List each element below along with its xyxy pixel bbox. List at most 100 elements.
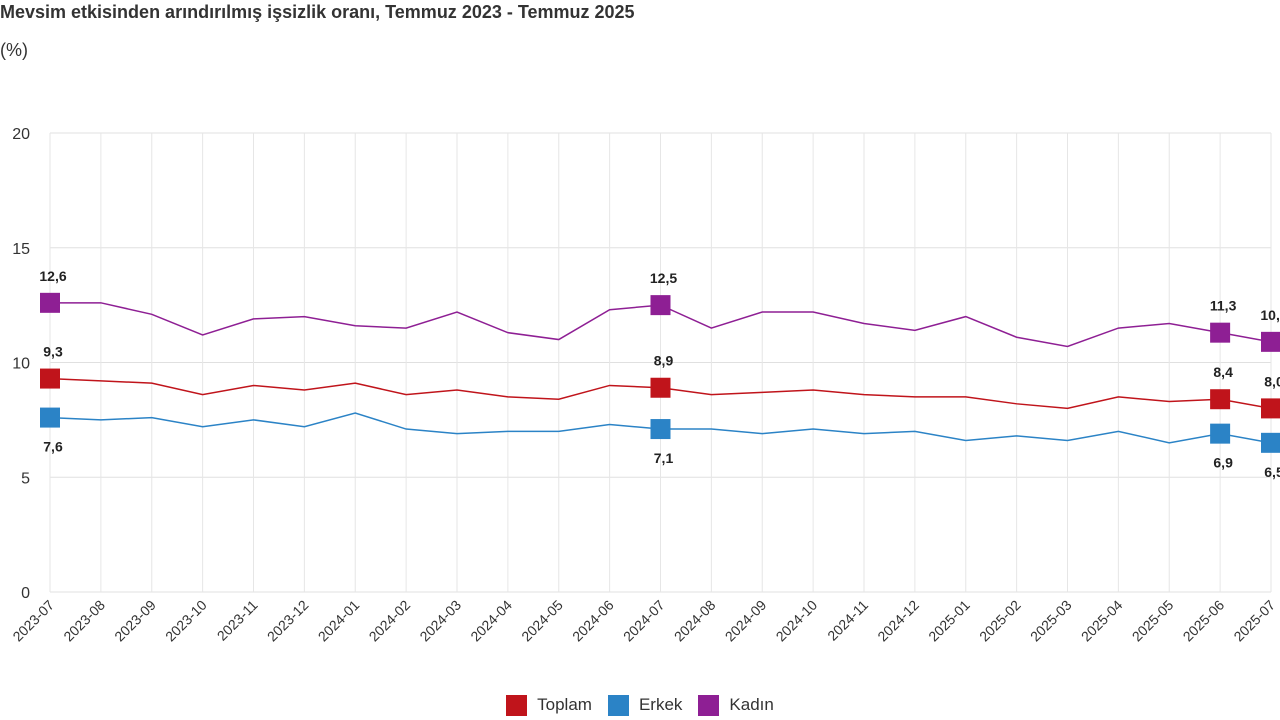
data-point-toplam <box>760 390 764 394</box>
data-point-toplam <box>302 388 306 392</box>
x-tick-label: 2025-05 <box>1129 597 1177 645</box>
highlight-marker-toplam <box>40 368 60 389</box>
data-point-kadin <box>1116 326 1120 330</box>
data-point-erkek <box>1116 429 1120 433</box>
x-tick-label: 2025-03 <box>1027 597 1075 645</box>
x-tick-label: 2024-11 <box>824 597 871 644</box>
highlight-marker-erkek <box>1261 432 1280 453</box>
data-point-kadin <box>557 338 561 342</box>
data-point-kadin <box>760 310 764 314</box>
highlight-marker-erkek <box>1210 423 1231 444</box>
data-point-toplam <box>557 397 561 401</box>
x-tick-label: 2023-11 <box>214 597 261 644</box>
data-point-erkek <box>252 418 256 422</box>
data-point-erkek <box>811 427 815 431</box>
data-point-kadin <box>1167 321 1171 325</box>
data-point-toplam <box>99 379 103 383</box>
data-point-erkek <box>709 427 713 431</box>
x-tick-label: 2025-04 <box>1078 597 1126 645</box>
data-point-kadin <box>252 317 256 321</box>
data-point-toplam <box>455 388 459 392</box>
x-tick-label: 2024-02 <box>366 597 414 645</box>
y-tick-label: 10 <box>12 356 30 373</box>
data-point-kadin <box>964 315 968 319</box>
data-label-erkek: 7,1 <box>654 450 674 466</box>
data-point-toplam <box>709 393 713 397</box>
data-label-toplam: 8,9 <box>654 353 674 369</box>
data-point-kadin <box>150 312 154 316</box>
chart-title: Mevsim etkisinden arındırılmış işsizlik … <box>0 2 635 22</box>
data-point-erkek <box>506 429 510 433</box>
data-point-erkek <box>404 427 408 431</box>
data-point-toplam <box>862 393 866 397</box>
legend-item-kadin[interactable]: Kadın <box>698 694 774 716</box>
x-tick-label: 2024-01 <box>315 597 363 645</box>
data-point-toplam <box>201 393 205 397</box>
data-label-kadin: 11,3 <box>1210 298 1237 314</box>
data-label-erkek: 6,9 <box>1213 455 1233 471</box>
data-point-erkek <box>150 416 154 420</box>
highlight-marker-kadin <box>650 295 671 316</box>
data-label-toplam: 8,0 <box>1264 373 1280 389</box>
data-point-toplam <box>1066 406 1070 410</box>
data-point-erkek <box>99 418 103 422</box>
data-label-erkek: 7,6 <box>43 439 63 455</box>
data-point-erkek <box>913 429 917 433</box>
data-point-toplam <box>506 395 510 399</box>
x-tick-label: 2025-02 <box>976 597 1024 645</box>
chart-legend: Toplam Erkek Kadın <box>0 692 1280 718</box>
x-tick-label: 2024-04 <box>467 597 515 645</box>
data-label-erkek: 6,5 <box>1264 464 1280 480</box>
legend-label-kadin: Kadın <box>729 695 774 714</box>
y-tick-label: 15 <box>12 241 30 258</box>
data-point-kadin <box>862 321 866 325</box>
data-point-kadin <box>1066 344 1070 348</box>
data-point-toplam <box>608 383 612 387</box>
legend-label-erkek: Erkek <box>638 695 683 714</box>
legend-item-erkek[interactable]: Erkek <box>607 694 683 716</box>
legend-item-toplam[interactable]: Toplam <box>506 694 592 716</box>
data-point-kadin <box>811 310 815 314</box>
data-label-kadin: 12,6 <box>39 268 66 284</box>
data-point-erkek <box>353 411 357 415</box>
data-point-kadin <box>302 315 306 319</box>
highlight-marker-toplam <box>650 377 671 398</box>
data-point-erkek <box>1066 439 1070 443</box>
x-tick-label: 2024-03 <box>416 597 464 645</box>
x-tick-label: 2023-08 <box>60 597 108 645</box>
data-point-kadin <box>1015 335 1019 339</box>
data-point-toplam <box>811 388 815 392</box>
data-point-kadin <box>404 326 408 330</box>
data-point-toplam <box>150 381 154 385</box>
legend-swatch-erkek <box>607 694 629 716</box>
data-label-toplam: 8,4 <box>1213 364 1233 380</box>
highlight-marker-kadin <box>1261 331 1280 352</box>
data-label-toplam: 9,3 <box>43 344 63 360</box>
y-tick-label: 0 <box>21 585 30 602</box>
data-label-kadin: 10,9 <box>1260 307 1280 323</box>
data-point-erkek <box>455 432 459 436</box>
y-tick-label: 20 <box>12 126 30 143</box>
x-tick-label: 2025-07 <box>1230 597 1278 645</box>
x-tick-label: 2024-09 <box>722 597 770 645</box>
x-tick-label: 2025-06 <box>1180 597 1228 645</box>
y-tick-label: 5 <box>21 470 30 487</box>
data-point-kadin <box>353 324 357 328</box>
data-point-toplam <box>1167 400 1171 404</box>
data-point-erkek <box>302 425 306 429</box>
data-point-kadin <box>201 333 205 337</box>
x-tick-label: 2023-10 <box>162 597 210 645</box>
data-point-kadin <box>608 308 612 312</box>
x-tick-label: 2024-10 <box>773 597 821 645</box>
data-point-erkek <box>862 432 866 436</box>
data-point-kadin <box>709 326 713 330</box>
data-point-erkek <box>964 439 968 443</box>
x-tick-label: 2023-07 <box>9 597 57 645</box>
y-axis-unit-label: (%) <box>0 40 28 60</box>
highlight-marker-toplam <box>1261 398 1280 419</box>
data-point-erkek <box>201 425 205 429</box>
data-point-erkek <box>557 429 561 433</box>
x-tick-label: 2024-05 <box>518 597 566 645</box>
highlight-marker-kadin <box>40 292 60 313</box>
highlight-marker-erkek <box>40 407 60 428</box>
